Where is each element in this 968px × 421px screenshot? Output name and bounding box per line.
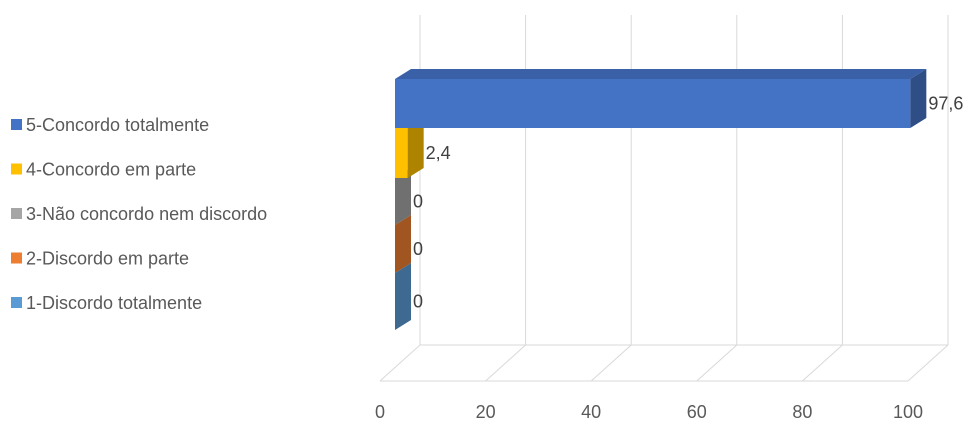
x-tick-label: 60 <box>687 402 707 421</box>
bar-5 <box>395 263 411 330</box>
x-tick-label: 20 <box>476 402 496 421</box>
legend-swatch <box>11 119 22 130</box>
legend-item: 2-Discordo em parte <box>11 249 189 269</box>
bar-side-face <box>910 69 927 128</box>
bar-4 <box>395 215 411 273</box>
legend-label: 1-Discordo totalmente <box>26 293 202 313</box>
legend: 5-Concordo totalmente 4-Concordo em parte… <box>11 115 267 313</box>
x-tick-label: 100 <box>893 402 923 421</box>
bars <box>395 69 927 330</box>
x-tick-label: 80 <box>792 402 812 421</box>
bar-top-face <box>395 69 927 79</box>
x-axis-ticks: 0 20 40 60 80 100 <box>375 402 923 421</box>
data-label: 97,6 <box>928 94 963 114</box>
legend-item: 4-Concordo em parte <box>11 160 196 180</box>
floor-gridline <box>379 344 421 382</box>
x-tick-label: 0 <box>375 402 385 421</box>
bar-3 <box>395 168 411 225</box>
data-labels: 0 0 0 2,4 97,6 <box>413 94 963 312</box>
data-label: 0 <box>413 192 423 212</box>
floor-gridline <box>907 344 949 382</box>
bar-side-face <box>395 168 411 225</box>
legend-label: 5-Concordo totalmente <box>26 115 209 135</box>
bar-front-face <box>395 79 911 128</box>
legend-item: 1-Discordo totalmente <box>11 293 202 313</box>
legend-label: 3-Não concordo nem discordo <box>26 204 267 224</box>
legend-swatch <box>11 163 22 175</box>
legend-swatch <box>11 252 22 264</box>
legend-item: 5-Concordo totalmente <box>11 115 209 135</box>
legend-label: 4-Concordo em parte <box>26 160 196 180</box>
bar-side-face <box>395 263 411 330</box>
data-label: 2,4 <box>426 143 451 163</box>
bar-side-face <box>407 118 424 178</box>
bar-side-face <box>395 215 411 273</box>
data-label: 0 <box>413 239 423 259</box>
legend-label: 2-Discordo em parte <box>26 249 189 269</box>
floor-gridline <box>590 344 632 382</box>
legend-swatch <box>11 208 22 219</box>
bar-front-face <box>395 128 408 178</box>
floor-gridline <box>485 344 526 382</box>
legend-swatch <box>11 297 22 308</box>
bar-1 <box>395 69 927 128</box>
floor-gridline <box>802 344 843 382</box>
legend-item: 3-Não concordo nem discordo <box>11 204 267 224</box>
floor-gridline <box>696 344 738 382</box>
data-label: 0 <box>413 292 423 312</box>
x-tick-label: 40 <box>581 402 601 421</box>
